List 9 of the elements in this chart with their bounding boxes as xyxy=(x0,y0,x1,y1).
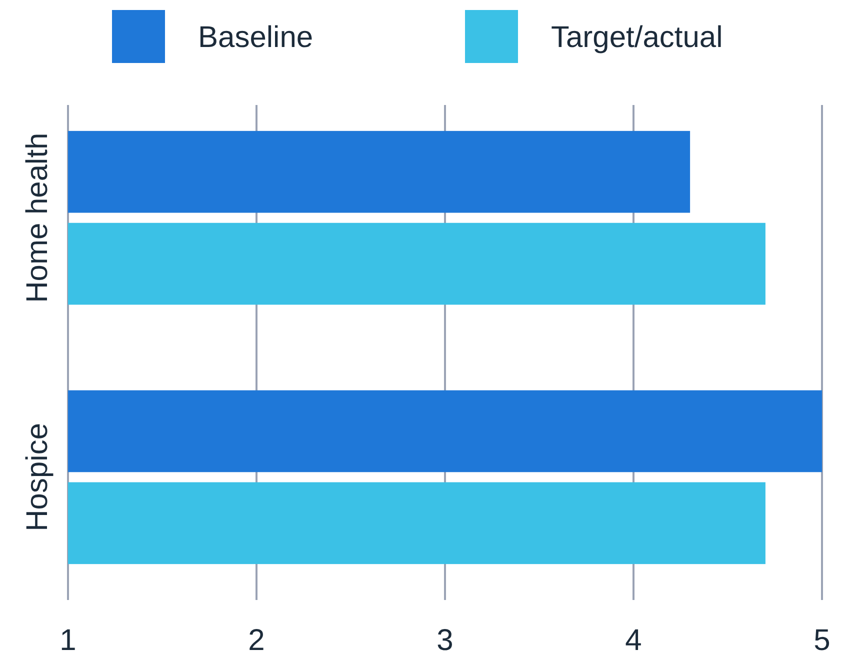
legend-label: Baseline xyxy=(198,21,314,54)
x-tick-label: 2 xyxy=(248,624,265,656)
x-tick-label: 4 xyxy=(625,624,642,656)
y-tick-label: Home health xyxy=(21,132,54,303)
x-tick-label: 1 xyxy=(60,624,76,656)
x-tick-label: 5 xyxy=(814,624,830,656)
x-tick-label: 3 xyxy=(436,624,454,656)
legend-label: Target/actual xyxy=(551,21,723,54)
y-tick-label: Hospice xyxy=(21,422,54,532)
